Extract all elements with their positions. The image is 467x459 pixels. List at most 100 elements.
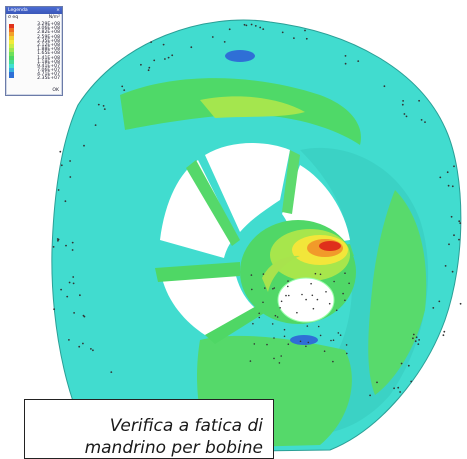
mesh-node bbox=[407, 364, 410, 367]
mesh-node bbox=[60, 164, 63, 167]
mesh-node bbox=[410, 380, 413, 383]
mesh-node bbox=[56, 238, 59, 240]
mesh-node bbox=[162, 43, 165, 46]
color-scale bbox=[9, 24, 14, 78]
mesh-node bbox=[333, 280, 335, 283]
mesh-node bbox=[414, 340, 417, 343]
mesh-node bbox=[438, 300, 441, 303]
mesh-node bbox=[243, 23, 246, 26]
mesh-node bbox=[344, 272, 346, 275]
mesh-node bbox=[305, 345, 307, 348]
mesh-node bbox=[245, 24, 248, 27]
mesh-node bbox=[403, 113, 406, 115]
mesh-node bbox=[417, 343, 420, 345]
mesh-node bbox=[279, 307, 281, 309]
mesh-node bbox=[405, 115, 408, 118]
mesh-node bbox=[319, 334, 322, 337]
mesh-node bbox=[357, 60, 360, 62]
mesh-node bbox=[262, 301, 264, 304]
mesh-node bbox=[71, 241, 74, 244]
mesh-node bbox=[211, 36, 214, 38]
mesh-node bbox=[442, 334, 445, 337]
mesh-node bbox=[262, 273, 265, 275]
legend-value: 1.18E+08 bbox=[37, 59, 60, 65]
mesh-node bbox=[448, 243, 450, 246]
mesh-node bbox=[316, 298, 319, 301]
mesh-node bbox=[274, 314, 277, 317]
mesh-node bbox=[339, 334, 342, 337]
mesh-node bbox=[453, 165, 455, 168]
mesh-node bbox=[439, 176, 442, 179]
mesh-node bbox=[311, 294, 314, 297]
mesh-node bbox=[278, 362, 281, 364]
legend-value: 2.59E+08 bbox=[37, 34, 60, 40]
mesh-node bbox=[345, 344, 348, 346]
mesh-node bbox=[69, 176, 72, 178]
mesh-node bbox=[307, 341, 310, 344]
stress-band-top-light bbox=[200, 96, 305, 118]
mesh-node bbox=[66, 295, 69, 298]
mesh-node bbox=[97, 103, 100, 106]
mesh-node bbox=[123, 89, 126, 91]
mesh-node bbox=[223, 41, 226, 43]
mesh-node bbox=[90, 348, 92, 350]
mesh-node bbox=[312, 307, 315, 310]
mesh-node bbox=[415, 336, 418, 339]
opening-top bbox=[205, 143, 290, 232]
mesh-node bbox=[412, 333, 415, 336]
mesh-node bbox=[401, 103, 404, 106]
mesh-node bbox=[64, 200, 67, 203]
mesh-node bbox=[283, 328, 286, 331]
legend-value: 7.06E+07 bbox=[37, 68, 60, 74]
mesh-node bbox=[69, 160, 71, 162]
mesh-node bbox=[447, 184, 450, 187]
mesh-node bbox=[59, 150, 62, 153]
mesh-node bbox=[458, 238, 460, 241]
mesh-node bbox=[432, 307, 435, 309]
mesh-node bbox=[424, 121, 426, 123]
mesh-node bbox=[228, 28, 231, 31]
mesh-node bbox=[332, 339, 335, 342]
mesh-node bbox=[258, 316, 261, 319]
mesh-node bbox=[444, 265, 447, 267]
mesh-node bbox=[254, 25, 257, 27]
mesh-node bbox=[397, 386, 400, 389]
legend-value: 1.88E+08 bbox=[37, 47, 60, 53]
legend-footer: OK bbox=[52, 88, 59, 93]
mesh-node bbox=[299, 340, 302, 343]
mesh-node bbox=[310, 282, 312, 285]
mesh-node bbox=[287, 280, 289, 282]
mesh-node bbox=[412, 337, 414, 340]
mesh-node bbox=[400, 362, 403, 365]
mesh-node bbox=[73, 312, 75, 314]
mesh-node bbox=[451, 270, 454, 273]
mesh-node bbox=[337, 332, 340, 334]
legend-value: 9.41E+07 bbox=[37, 63, 60, 69]
mesh-node bbox=[60, 288, 62, 291]
mesh-node bbox=[306, 325, 309, 327]
mesh-node bbox=[153, 59, 156, 62]
legend-value: 1.65E+08 bbox=[37, 51, 60, 57]
mesh-node bbox=[250, 274, 253, 276]
mesh-node bbox=[53, 308, 55, 311]
mesh-node bbox=[273, 337, 275, 339]
mesh-node bbox=[272, 288, 274, 290]
close-icon[interactable]: × bbox=[56, 7, 60, 13]
hub-stress-peak bbox=[319, 241, 341, 251]
legend-value: 2.12E+08 bbox=[37, 42, 60, 48]
mesh-node bbox=[383, 85, 386, 88]
mesh-node bbox=[328, 302, 331, 305]
mesh-node bbox=[393, 387, 395, 390]
mesh-node bbox=[453, 234, 455, 237]
mesh-node bbox=[259, 26, 262, 29]
mesh-node bbox=[258, 312, 261, 315]
mesh-node bbox=[459, 302, 462, 305]
legend-value: 3.06E+08 bbox=[37, 26, 60, 32]
mesh-node bbox=[164, 58, 166, 60]
mesh-node bbox=[376, 381, 378, 384]
mesh-node bbox=[280, 355, 283, 357]
mesh-node bbox=[293, 37, 295, 39]
legend-title-bar: Legenda × bbox=[6, 7, 62, 14]
mesh-node bbox=[266, 343, 268, 346]
